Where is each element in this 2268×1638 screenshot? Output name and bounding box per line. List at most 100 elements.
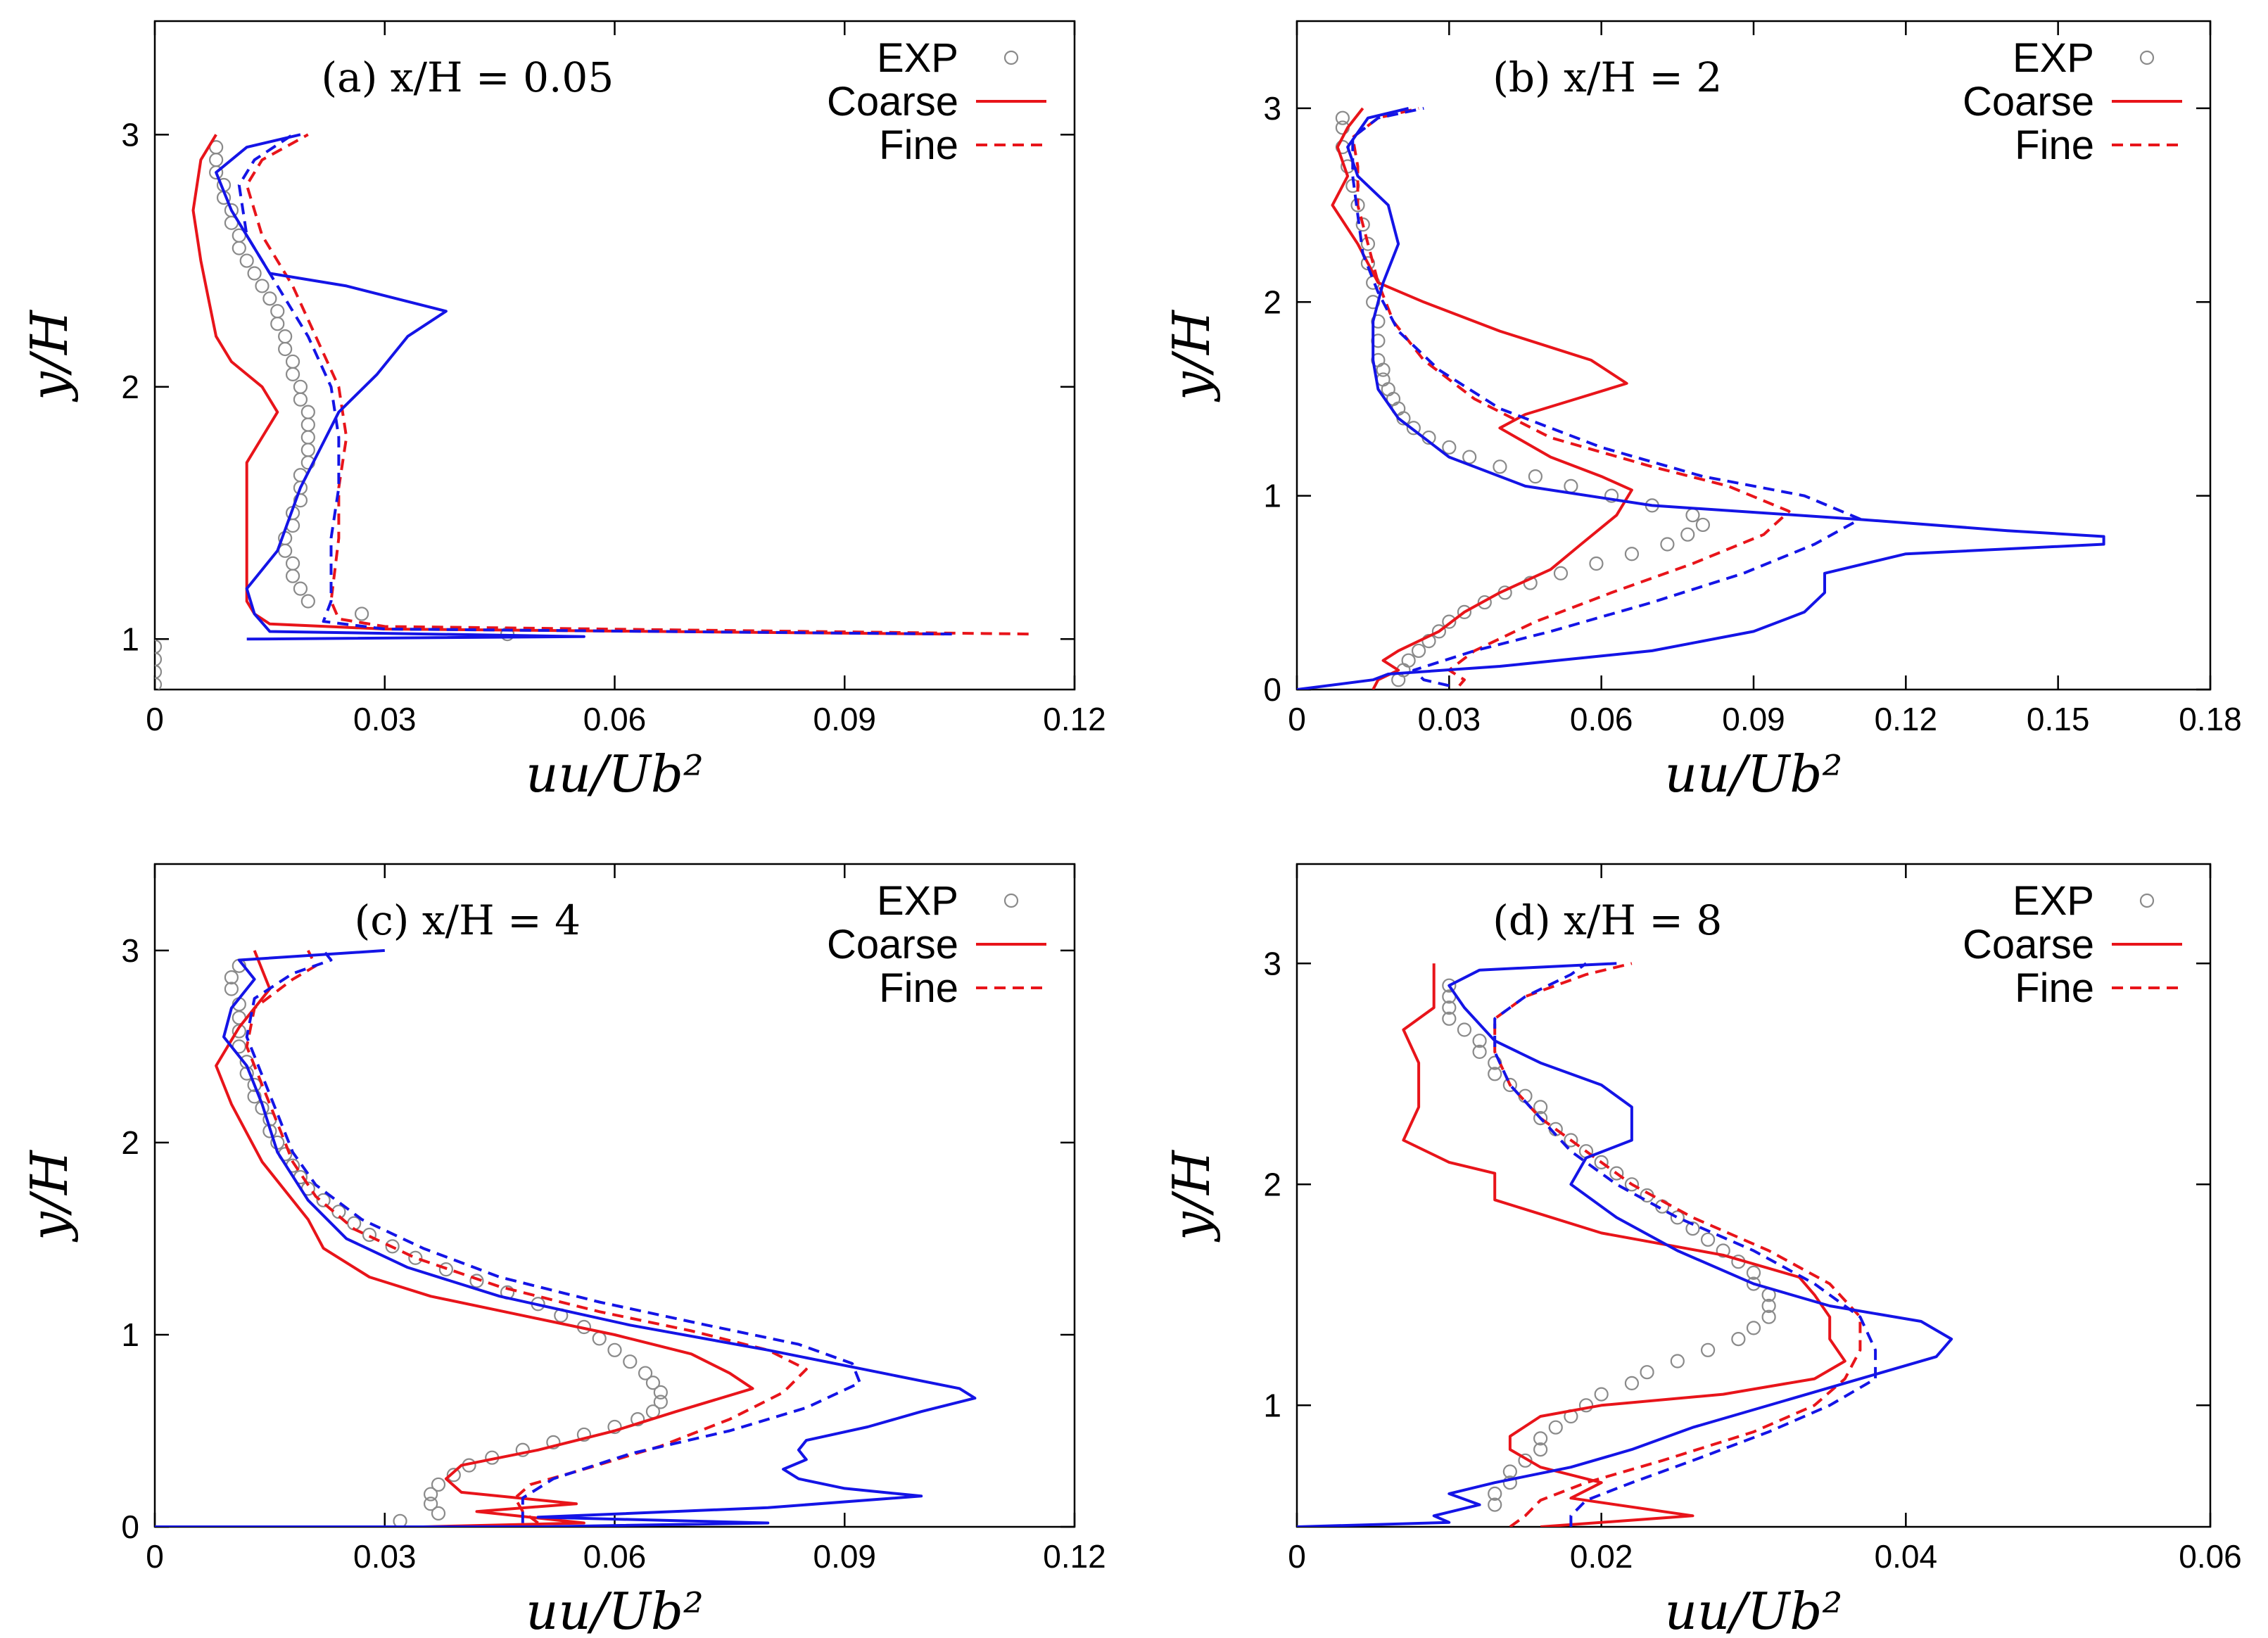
series-line-fine xyxy=(1351,106,1791,687)
exp-marker xyxy=(1472,1044,1487,1060)
exp-marker xyxy=(1701,1342,1716,1357)
exp-marker xyxy=(1731,1331,1746,1347)
exp-marker xyxy=(255,279,270,293)
series-line-fine-blue- xyxy=(1351,106,1862,687)
exp-marker xyxy=(247,1089,262,1104)
x-axis-label: uu/Ub² xyxy=(526,1582,704,1638)
x-tick-label: 0.03 xyxy=(353,1538,417,1575)
legend-label: Coarse xyxy=(1963,79,2094,125)
legend-label: EXP xyxy=(877,35,958,81)
x-axis-label: uu/Ub² xyxy=(1665,1582,1843,1638)
exp-marker xyxy=(1553,566,1569,580)
exp-marker xyxy=(1640,1365,1654,1380)
exp-marker xyxy=(1564,478,1578,493)
panel-title: (a) x/H = 0.05 xyxy=(322,53,614,101)
exp-marker xyxy=(1376,362,1390,377)
exp-marker xyxy=(607,1342,622,1357)
legend-exp-marker xyxy=(2139,893,2155,908)
exp-marker xyxy=(1462,450,1477,464)
exp-marker xyxy=(1477,595,1492,610)
legend-label: Coarse xyxy=(827,922,958,967)
exp-marker xyxy=(1431,624,1447,639)
x-tick-label: 0.03 xyxy=(1418,701,1481,737)
exp-marker xyxy=(293,379,308,394)
y-tick-label: 2 xyxy=(1263,1166,1281,1202)
exp-marker xyxy=(354,607,369,621)
exp-marker xyxy=(638,1366,653,1380)
exp-marker xyxy=(1660,537,1675,552)
exp-marker xyxy=(1624,1376,1640,1391)
exp-marker xyxy=(1391,673,1406,687)
exp-marker xyxy=(1594,1155,1609,1170)
exp-marker xyxy=(155,664,163,680)
exp-marker xyxy=(1533,1110,1548,1126)
x-tick-label: 0.12 xyxy=(1043,1538,1106,1575)
exp-marker xyxy=(270,317,285,331)
y-tick-label: 1 xyxy=(1263,1387,1281,1423)
panel-title: (c) x/H = 4 xyxy=(355,896,581,944)
exp-marker xyxy=(623,1354,638,1369)
exp-marker xyxy=(1746,1265,1761,1281)
y-axis-label: y/H xyxy=(20,1150,79,1243)
exp-marker xyxy=(1442,1011,1457,1026)
y-axis-label: y/H xyxy=(20,310,79,402)
exp-marker xyxy=(209,153,224,167)
exp-marker xyxy=(393,1513,407,1527)
data-layer xyxy=(1297,106,2105,690)
exp-marker xyxy=(1381,382,1395,397)
x-tick-label: 0.15 xyxy=(2027,701,2090,737)
exp-marker xyxy=(1528,469,1543,484)
exp-marker xyxy=(1502,1077,1517,1093)
legend-label: EXP xyxy=(877,878,958,924)
series-line-fine-blue- xyxy=(1493,962,1877,1527)
legend-exp-marker xyxy=(2139,50,2155,65)
series-line-coarse-blue- xyxy=(155,948,977,1527)
exp-marker xyxy=(1670,1354,1685,1369)
x-tick-label: 0 xyxy=(1288,701,1306,737)
legend-label: Fine xyxy=(879,122,958,168)
exp-marker xyxy=(239,253,254,268)
exp-marker xyxy=(1761,1298,1776,1314)
legend-label: Coarse xyxy=(827,79,958,125)
exp-marker xyxy=(155,677,163,690)
exp-marker xyxy=(1761,1309,1776,1324)
x-tick-label: 0.02 xyxy=(1570,1538,1633,1575)
x-axis-label: uu/Ub² xyxy=(526,744,704,804)
exp-marker xyxy=(1502,1475,1517,1490)
series-line-fine xyxy=(1493,962,1862,1527)
series-line-fine xyxy=(245,950,808,1525)
exp-marker xyxy=(262,291,277,306)
legend-exp-marker xyxy=(1003,50,1019,65)
panel-d: 0 0.02 0.04 0.06 1 2 3 uu/Ub² y/H (d) x/H = 8 EXPC… xyxy=(1162,863,2242,1638)
series-line-coarse xyxy=(1331,107,1633,690)
plot-frame xyxy=(1295,863,2212,1528)
exp-marker xyxy=(631,1411,645,1427)
exp-marker xyxy=(1548,1420,1563,1435)
legend-label: Coarse xyxy=(1963,922,2094,967)
y-axis-label: y/H xyxy=(1162,310,1221,402)
exp-marker xyxy=(1488,1497,1502,1512)
data-layer xyxy=(155,133,1029,690)
series-line-fine-blue- xyxy=(237,133,952,636)
exp-marker xyxy=(300,405,315,419)
panel-c: 0 0.03 0.06 0.09 0.12 0 1 2 3 uu/Ub² y/H (c) x/H = … xyxy=(20,863,1106,1638)
x-tick-label: 0 xyxy=(146,701,164,737)
exp-marker xyxy=(653,1385,668,1399)
panel-title: (d) x/H = 8 xyxy=(1493,896,1722,944)
exp-marker xyxy=(1564,1133,1578,1148)
x-tick-label: 0.06 xyxy=(2179,1538,2242,1575)
x-tick-label: 0.03 xyxy=(353,701,417,737)
panel-a: 0 0.03 0.06 0.09 0.12 1 2 3 uu/Ub² y/H (a) x/H = 0… xyxy=(20,20,1106,804)
exp-marker xyxy=(300,430,315,445)
exp-marker xyxy=(1746,1276,1761,1291)
series-line-coarse-blue- xyxy=(1297,962,1953,1527)
y-tick-label: 3 xyxy=(121,932,139,969)
exp-marker xyxy=(408,1250,423,1265)
data-layer xyxy=(1297,962,1953,1527)
x-axis-label: uu/Ub² xyxy=(1665,744,1843,804)
exp-marker xyxy=(1685,508,1700,523)
legend-label: EXP xyxy=(2013,878,2094,924)
exp-marker xyxy=(592,1331,607,1346)
